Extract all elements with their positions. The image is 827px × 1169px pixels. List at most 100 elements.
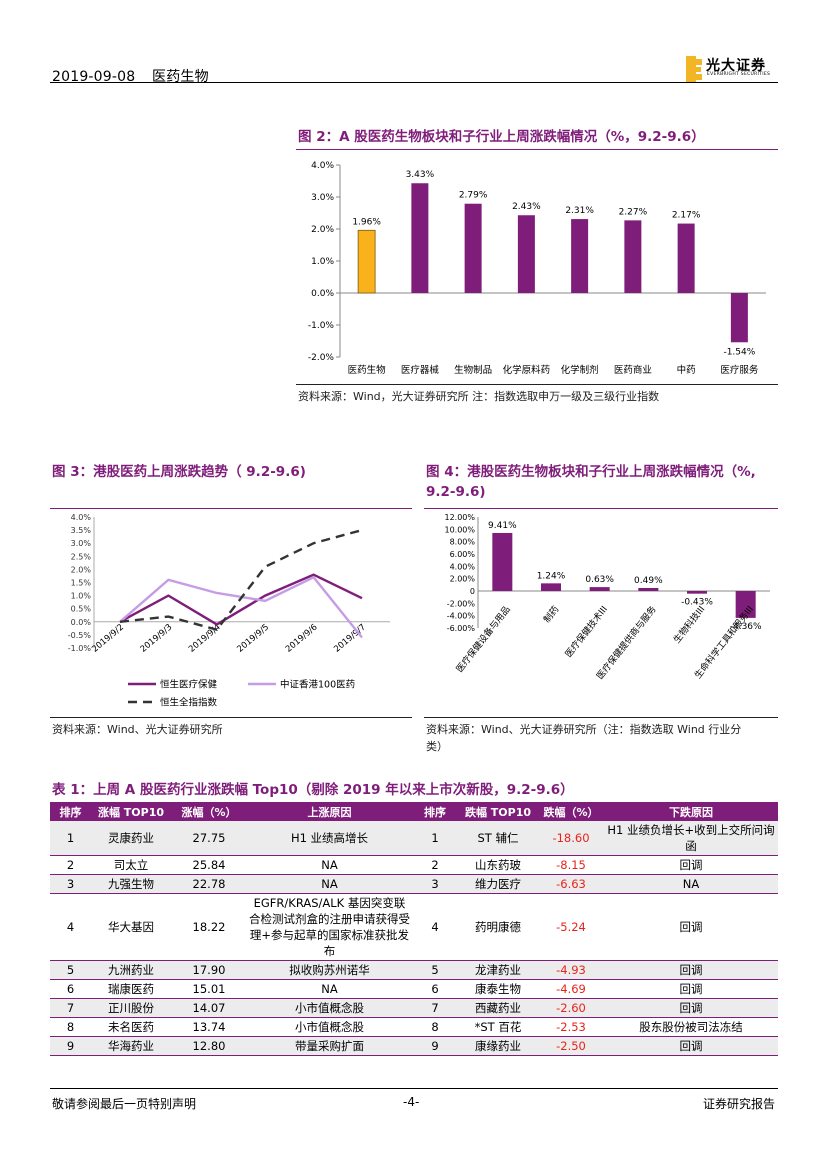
x-tick-label: 医疗保健技术III (562, 603, 610, 659)
table-header: 涨幅 TOP10 (91, 802, 171, 821)
fig4-source-line2: 类） (426, 740, 448, 753)
y-tick-label: 3.0% (71, 539, 92, 548)
y-tick-label: 0.5% (71, 605, 92, 614)
table-cell: 华海药业 (91, 1036, 171, 1056)
y-tick-label: 6.00% (450, 550, 476, 559)
table-cell: -18.60 (538, 821, 604, 856)
table-cell: 小市值概念股 (247, 998, 412, 1018)
table-cell: -4.93 (538, 960, 604, 980)
report-date: 2019-09-08 (52, 69, 136, 85)
fig2-source-rule (296, 384, 778, 385)
data-label: 1.24% (537, 571, 566, 581)
table-cell: -2.53 (538, 1017, 604, 1037)
data-label: 3.43% (406, 170, 435, 180)
logo-mark-icon (686, 56, 702, 82)
y-tick-label: 4.0% (71, 513, 92, 522)
footer-divider (50, 1088, 778, 1089)
logo-subtext: EVERBRIGHT SECURITIES (707, 72, 771, 77)
data-label: -4.36% (730, 622, 762, 632)
table-cell: 3 (50, 874, 91, 894)
table-cell: 药明康德 (458, 893, 538, 961)
data-label: -0.43% (681, 598, 713, 608)
y-tick-label: -2.0% (308, 353, 335, 363)
table-cell: 回调 (604, 855, 778, 875)
bar (589, 587, 610, 591)
table-header: 下跌原因 (604, 802, 778, 821)
y-tick-label: 10.00% (444, 525, 475, 534)
table-cell: 山东药玻 (458, 855, 538, 875)
x-tick-label: 2019/9/3 (139, 622, 175, 654)
fig4-title-line1: 图 4：港股医药生物板块和子行业上周涨跌幅情况（%, (426, 464, 756, 480)
x-tick-label: 制药 (541, 603, 562, 625)
y-tick-label: 2.0% (71, 565, 92, 574)
fig3-title: 图 3：港股医药上周涨跌趋势（ 9.2-9.6) (52, 464, 306, 480)
bar (735, 591, 756, 618)
table-header: 排序 (412, 802, 458, 821)
bar (517, 215, 535, 293)
table-cell: 回调 (604, 979, 778, 999)
table-cell: 正川股份 (91, 998, 171, 1018)
y-tick-label: 2.00% (450, 575, 476, 584)
table-cell: -8.15 (538, 855, 604, 875)
table-cell: NA (604, 874, 778, 894)
table-cell: 回调 (604, 960, 778, 980)
table-cell: NA (247, 979, 412, 999)
table-header: 跌幅 TOP10 (458, 802, 538, 821)
bar (541, 583, 561, 591)
table-cell: 九洲药业 (91, 960, 171, 980)
y-tick-label: 4.0% (311, 161, 334, 171)
fig2-source: 资料来源：Wind，光大证券研究所 注：指数选取申万一级及三级行业指数 (298, 390, 660, 403)
table-cell: 2 (412, 855, 458, 875)
table-row: 4 华大基因 18.22 EGFR/KRAS/ALK 基因突变联合检测试剂盒的注册申请… (50, 893, 778, 961)
company-logo: 光大证券 EVERBRIGHT SECURITIES (686, 54, 781, 84)
bar (464, 203, 482, 293)
footer-report-type: 证券研究报告 (703, 1097, 776, 1111)
report-header: 2019-09-08 医药生物 (52, 66, 209, 86)
fig3-source: 资料来源：Wind、光大证券研究所 (52, 723, 223, 736)
table-cell: 9 (50, 1036, 91, 1056)
page-number: -4- (403, 1095, 420, 1109)
y-tick-label: 0 (470, 587, 475, 596)
table-cell: 西藏药业 (458, 998, 538, 1018)
y-tick-label: 1.5% (71, 579, 92, 588)
y-tick-label: 4.00% (450, 562, 476, 571)
table-cell: -2.60 (538, 998, 604, 1018)
table-cell: 6 (412, 979, 458, 999)
y-tick-label: 2.5% (71, 552, 92, 561)
y-tick-label: -1.0% (68, 644, 92, 653)
table-cell: 8 (412, 1017, 458, 1037)
data-label: 0.49% (634, 576, 663, 586)
table-cell: H1 业绩负增长+收到上交所问询函 (604, 821, 778, 856)
legend-label: 中证香港100医药 (280, 679, 355, 691)
table-cell: 小市值概念股 (247, 1017, 412, 1037)
y-tick-label: 0.0% (311, 289, 334, 299)
fig3-line-chart: -1.0% -0.5% 0.0% 0.5% 1.0% 1.5% 2.0% 2.5% 3.0% 3.… (68, 513, 390, 709)
y-tick-label: -4.00% (447, 612, 476, 621)
table-row: 7 正川股份 14.07 小市值概念股 7 西藏药业 -2.60 回调 (50, 998, 778, 1018)
table-cell: 17.90 (171, 960, 247, 980)
table-cell: 灵康药业 (91, 821, 171, 856)
data-label: 2.17% (672, 211, 701, 221)
series-line (119, 573, 363, 626)
table-cell: 25.84 (171, 855, 247, 875)
x-tick-label: 医药商业 (614, 364, 652, 376)
table-cell: 康泰生物 (458, 979, 538, 999)
y-tick-label: 12.00% (444, 513, 475, 522)
data-label: 0.63% (585, 575, 614, 585)
table-cell: 瑞康医药 (91, 979, 171, 999)
x-tick-label: 化学原料药 (503, 364, 551, 376)
table-cell: 回调 (604, 1036, 778, 1056)
x-tick-label: 2019/9/2 (90, 622, 126, 654)
fig3-title-rule (50, 508, 412, 509)
data-label: 2.79% (459, 191, 488, 201)
bar (687, 591, 707, 594)
table-cell: 3 (412, 874, 458, 894)
y-tick-label: 1.0% (71, 592, 92, 601)
bar (411, 183, 429, 293)
x-tick-label: 2019/9/7 (332, 622, 368, 654)
fig4-title-rule (424, 508, 778, 509)
table-header: 排序 (50, 802, 91, 821)
data-label: -1.54% (723, 347, 755, 357)
legend-label: 恒生医疗保健 (160, 679, 218, 691)
x-tick-label: 医药生物 (348, 364, 387, 376)
